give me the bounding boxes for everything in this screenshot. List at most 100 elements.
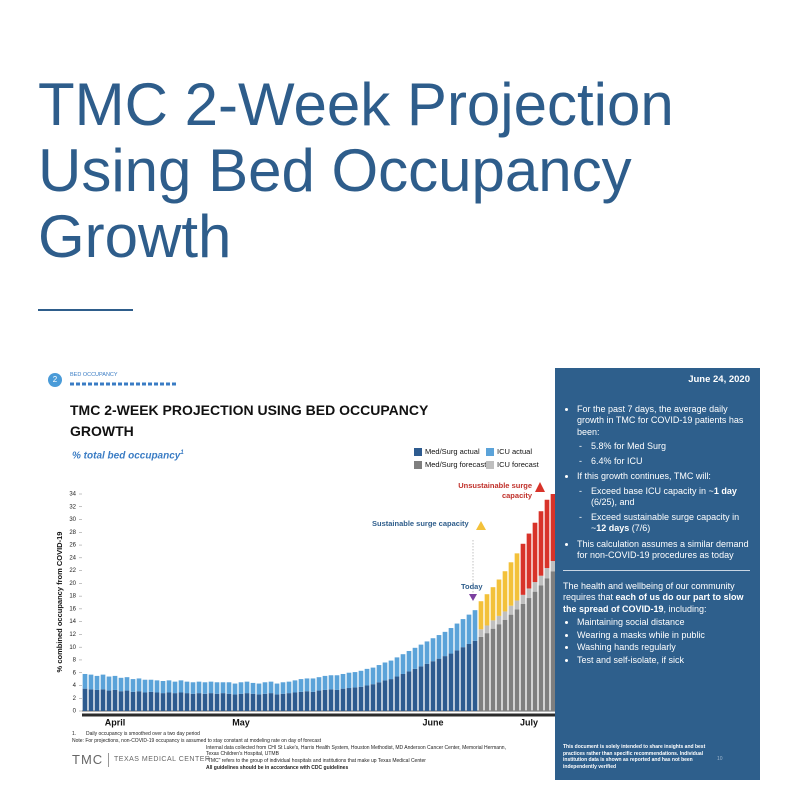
y-tick-label: 20 xyxy=(69,581,76,587)
bar-segment xyxy=(166,692,172,711)
bar-segment xyxy=(208,681,214,694)
emphasis: each of us do our part to slow the sprea… xyxy=(563,592,744,614)
bar-segment xyxy=(178,692,184,711)
annotation: Today xyxy=(461,582,483,591)
bar-segment xyxy=(202,682,208,694)
sidebar-date: June 24, 2020 xyxy=(688,374,750,385)
subtitle-note: 1 xyxy=(180,450,184,456)
bar-segment xyxy=(538,585,544,711)
bar-segment xyxy=(304,678,310,692)
bar-segment xyxy=(280,693,286,711)
bar-segment xyxy=(484,594,490,626)
bar-segment xyxy=(244,693,250,711)
bar-segment xyxy=(100,674,106,690)
legend-swatch xyxy=(414,461,422,469)
action: Wearing a masks while in public xyxy=(577,630,750,642)
bar-segment xyxy=(88,689,94,711)
bar-segment xyxy=(352,687,358,711)
bar-segment xyxy=(532,582,538,592)
y-tick-label: 26 xyxy=(69,543,76,549)
bar-segment xyxy=(82,688,88,711)
bar-segment xyxy=(124,690,130,711)
x-tick-label: April xyxy=(105,717,126,727)
bar-segment xyxy=(346,688,352,711)
annotation: Sustainable surge capacity xyxy=(372,519,469,528)
legend-swatch xyxy=(486,461,494,469)
bar-segment xyxy=(364,668,370,686)
bar-segment xyxy=(142,692,148,711)
footnote: Internal data collected from CHI St Luke… xyxy=(206,745,506,757)
y-tick-label: 2 xyxy=(73,696,77,702)
y-axis-label: % combined occupancy from COVID-19 xyxy=(55,532,64,673)
bar-segment xyxy=(514,553,520,601)
legend-swatch xyxy=(414,448,422,456)
bar-segment xyxy=(124,677,130,691)
bar-segment xyxy=(94,689,100,711)
bar-segment xyxy=(196,693,202,711)
bar-segment xyxy=(544,578,550,711)
x-tick-label: June xyxy=(422,717,443,727)
bar-segment xyxy=(370,667,376,685)
bar-segment xyxy=(400,654,406,674)
bar-segment xyxy=(394,676,400,711)
logo-mark: TMC xyxy=(72,752,104,767)
y-tick-label: 0 xyxy=(73,709,77,715)
bar-segment xyxy=(196,681,202,694)
legend-swatch xyxy=(486,448,494,456)
action: Test and self-isolate, if sick xyxy=(577,655,750,667)
bar-segment xyxy=(286,693,292,711)
bar-segment xyxy=(214,682,220,694)
emphasis: 1 day xyxy=(713,485,737,496)
text: (6/25), and xyxy=(591,497,635,507)
x-tick-label: May xyxy=(232,717,250,727)
bar-segment xyxy=(364,685,370,711)
y-tick-label: 12 xyxy=(69,632,76,638)
bar-segment xyxy=(328,675,334,690)
bar-segment xyxy=(106,676,112,691)
bar-segment xyxy=(376,682,382,711)
bar-segment xyxy=(274,683,280,695)
bar-segment xyxy=(244,681,250,694)
bar-segment xyxy=(382,680,388,711)
bar-segment xyxy=(136,691,142,711)
logo-name: TEXAS MEDICAL CENTER xyxy=(114,756,211,763)
bar-segment xyxy=(442,656,448,711)
bar-segment xyxy=(316,677,322,691)
bar-segment xyxy=(454,650,460,711)
legend-label: ICU actual xyxy=(497,447,532,456)
bar-segment xyxy=(520,543,526,595)
bar-segment xyxy=(442,631,448,657)
bar-segment xyxy=(226,682,232,694)
bar-segment xyxy=(352,672,358,688)
bar-segment xyxy=(436,658,442,711)
bullet: This calculation assumes a similar deman… xyxy=(577,539,750,562)
x-tick-label: July xyxy=(520,717,538,727)
logo-separator xyxy=(108,753,109,767)
bar-segment xyxy=(526,533,532,589)
bar-segment xyxy=(154,692,160,711)
bar-segment xyxy=(388,660,394,680)
bar-segment xyxy=(406,651,412,672)
sidebar-divider xyxy=(563,569,750,571)
bar-segment xyxy=(304,691,310,711)
sub-bullet: 6.4% for ICU xyxy=(579,456,750,468)
text: Exceed sustainable surge capacity in ~ xyxy=(591,511,740,534)
bar-segment xyxy=(448,628,454,654)
bar-segment xyxy=(322,689,328,711)
bar-segment xyxy=(82,673,88,689)
bar-segment xyxy=(550,494,556,562)
bar-segment xyxy=(454,623,460,651)
sub-bullet: Exceed sustainable surge capacity in ~12… xyxy=(579,511,750,535)
section-label: BED OCCUPANCY xyxy=(70,372,118,378)
bar-segment xyxy=(160,693,166,711)
bar-segment xyxy=(484,625,490,634)
bar-segment xyxy=(310,691,316,711)
y-tick-label: 32 xyxy=(69,504,76,510)
sub-bullet: 5.8% for Med Surg xyxy=(579,441,750,453)
bar-segment xyxy=(322,675,328,690)
bar-segment xyxy=(298,691,304,711)
bar-segment xyxy=(496,615,502,625)
bar-segment xyxy=(226,693,232,711)
